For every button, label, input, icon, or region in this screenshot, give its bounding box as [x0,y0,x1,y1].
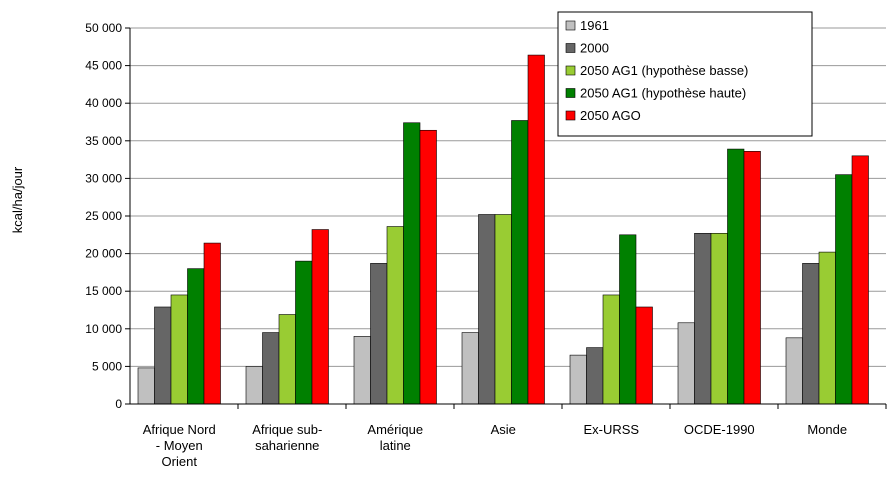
bar [818,251,836,405]
x-category-label: Monde [807,422,847,437]
bar [619,234,637,405]
legend-swatch [565,110,576,121]
x-category-label: Amérique [367,422,423,437]
bar [245,366,263,405]
bar [419,129,437,405]
y-axis-label: kcal/ha/jour [10,166,25,233]
bar [785,337,803,405]
y-tick-label: 50 000 [85,21,122,35]
x-category-label: Afrique sub- [252,422,322,437]
bar [677,322,695,405]
x-category-label: - Moyen [156,438,203,453]
y-tick-label: 25 000 [85,209,122,223]
bar [461,332,479,405]
x-category-label: OCDE-1990 [684,422,755,437]
legend-box [557,11,813,137]
legend-label: 2050 AG1 (hypothèse basse) [580,63,748,78]
bar [311,229,329,405]
bar [262,332,280,405]
x-category-label: Asie [491,422,516,437]
bar [851,155,869,405]
x-category-label: Afrique Nord [143,422,216,437]
legend-swatch [565,88,576,98]
bar [494,214,512,405]
bar [727,148,745,405]
bar [170,294,188,405]
bar [569,354,587,405]
bar [635,306,653,405]
bar [743,151,761,405]
bar [353,336,371,405]
bar [370,263,388,405]
y-tick-label: 35 000 [85,134,122,148]
bar [386,226,404,405]
bar [295,260,313,405]
bar [710,232,728,405]
x-category-label: saharienne [255,438,319,453]
bar [835,174,853,405]
legend-label: 2050 AG1 (hypothèse haute) [580,86,746,101]
x-category-label: latine [380,438,411,453]
bar [478,214,496,405]
legend-label: 2000 [580,41,609,56]
bar [511,120,529,405]
legend-label: 2050 AGO [580,108,641,123]
x-category-label: Ex-URSS [583,422,639,437]
legend-swatch [565,20,576,31]
legend: 1961 2000 2050 AG1 (hypothèse basse) 2050 A… [557,11,813,137]
y-tick-label: 5 000 [92,359,122,373]
bar [403,122,421,405]
legend-swatch [565,43,576,53]
y-axis-ticks: 0 5 000 10 000 15 000 20 000 25 000 30 000 35 0… [85,21,130,411]
bar [694,232,712,405]
y-tick-label: 20 000 [85,247,122,261]
bar [602,294,620,405]
bar [203,242,221,405]
y-tick-label: 0 [115,397,122,411]
y-tick-label: 30 000 [85,171,122,185]
bar [154,306,172,405]
bar [586,347,604,405]
bar [527,54,545,405]
legend-label: 1961 [580,18,609,33]
y-tick-label: 45 000 [85,59,122,73]
legend-swatch [565,65,576,76]
bars [137,54,869,405]
bar [802,263,820,405]
y-tick-label: 10 000 [85,322,122,336]
x-category-label: Orient [162,454,198,469]
bar [278,314,296,405]
bar [137,367,155,405]
axes [129,28,887,409]
bar [187,268,205,405]
y-tick-label: 15 000 [85,284,122,298]
y-tick-label: 40 000 [85,96,122,110]
